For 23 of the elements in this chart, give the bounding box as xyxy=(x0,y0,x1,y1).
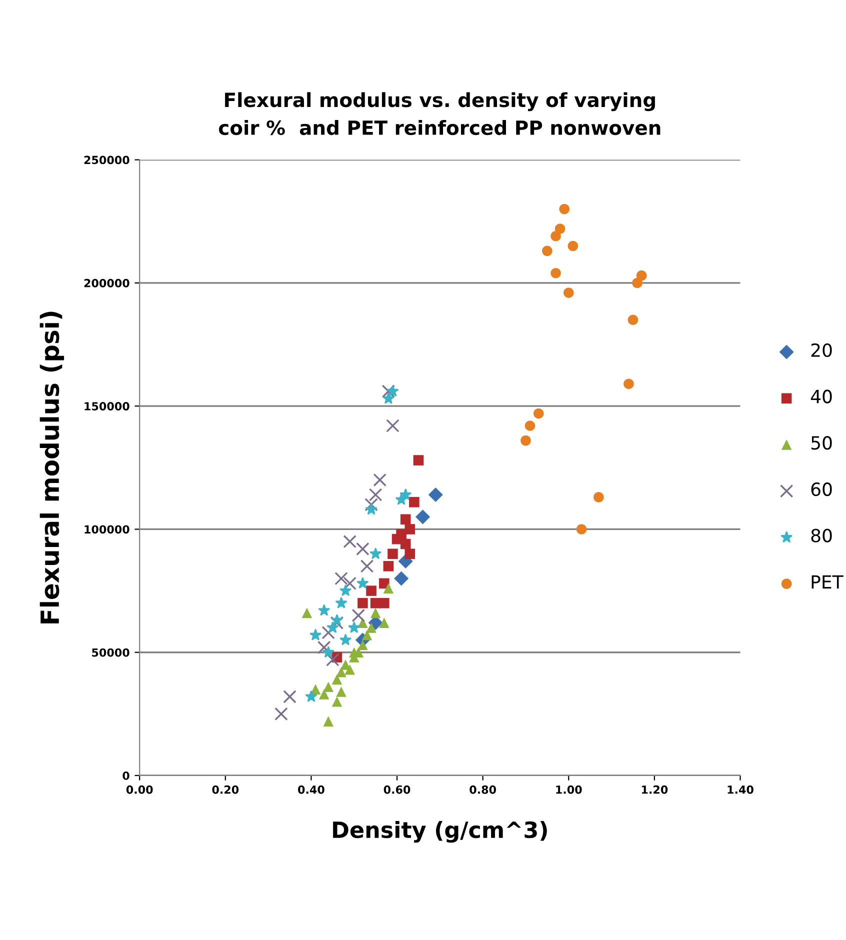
x-tick-label: 0.60 xyxy=(384,785,410,794)
x-tick-label: 0.20 xyxy=(212,785,239,794)
legend-label: 80 xyxy=(811,528,832,542)
legend-label: 40 xyxy=(810,390,832,404)
legend-label: 20 xyxy=(811,343,832,357)
y-tick-label: 250000 xyxy=(84,156,130,164)
y-tick-label: 0 xyxy=(122,771,130,780)
x-tick-label: 1.00 xyxy=(556,785,582,794)
x-tick-label: 1.20 xyxy=(642,785,668,794)
x-tick-label: 0.40 xyxy=(298,785,324,794)
x-axis-title: Density (g/cm^3) xyxy=(333,820,547,843)
y-tick-label: 150000 xyxy=(84,402,130,410)
x-tick-label: 0.00 xyxy=(126,785,153,794)
chart-title: Flexural modulus vs. density of varying coir % and PET reinforced PP nonwoven xyxy=(218,92,660,136)
y-axis-title: Flexural modulus (psi) xyxy=(40,312,64,624)
legend-label: 50 xyxy=(811,436,832,450)
y-tick-label: 100000 xyxy=(84,525,130,534)
x-tick-label: 1.40 xyxy=(728,785,754,794)
y-tick-label: 200000 xyxy=(84,278,130,288)
legend-label: PET xyxy=(812,575,844,589)
legend-label: 60 xyxy=(811,482,832,496)
y-tick-label: 50000 xyxy=(92,648,130,657)
x-tick-label: 0.80 xyxy=(470,785,496,794)
